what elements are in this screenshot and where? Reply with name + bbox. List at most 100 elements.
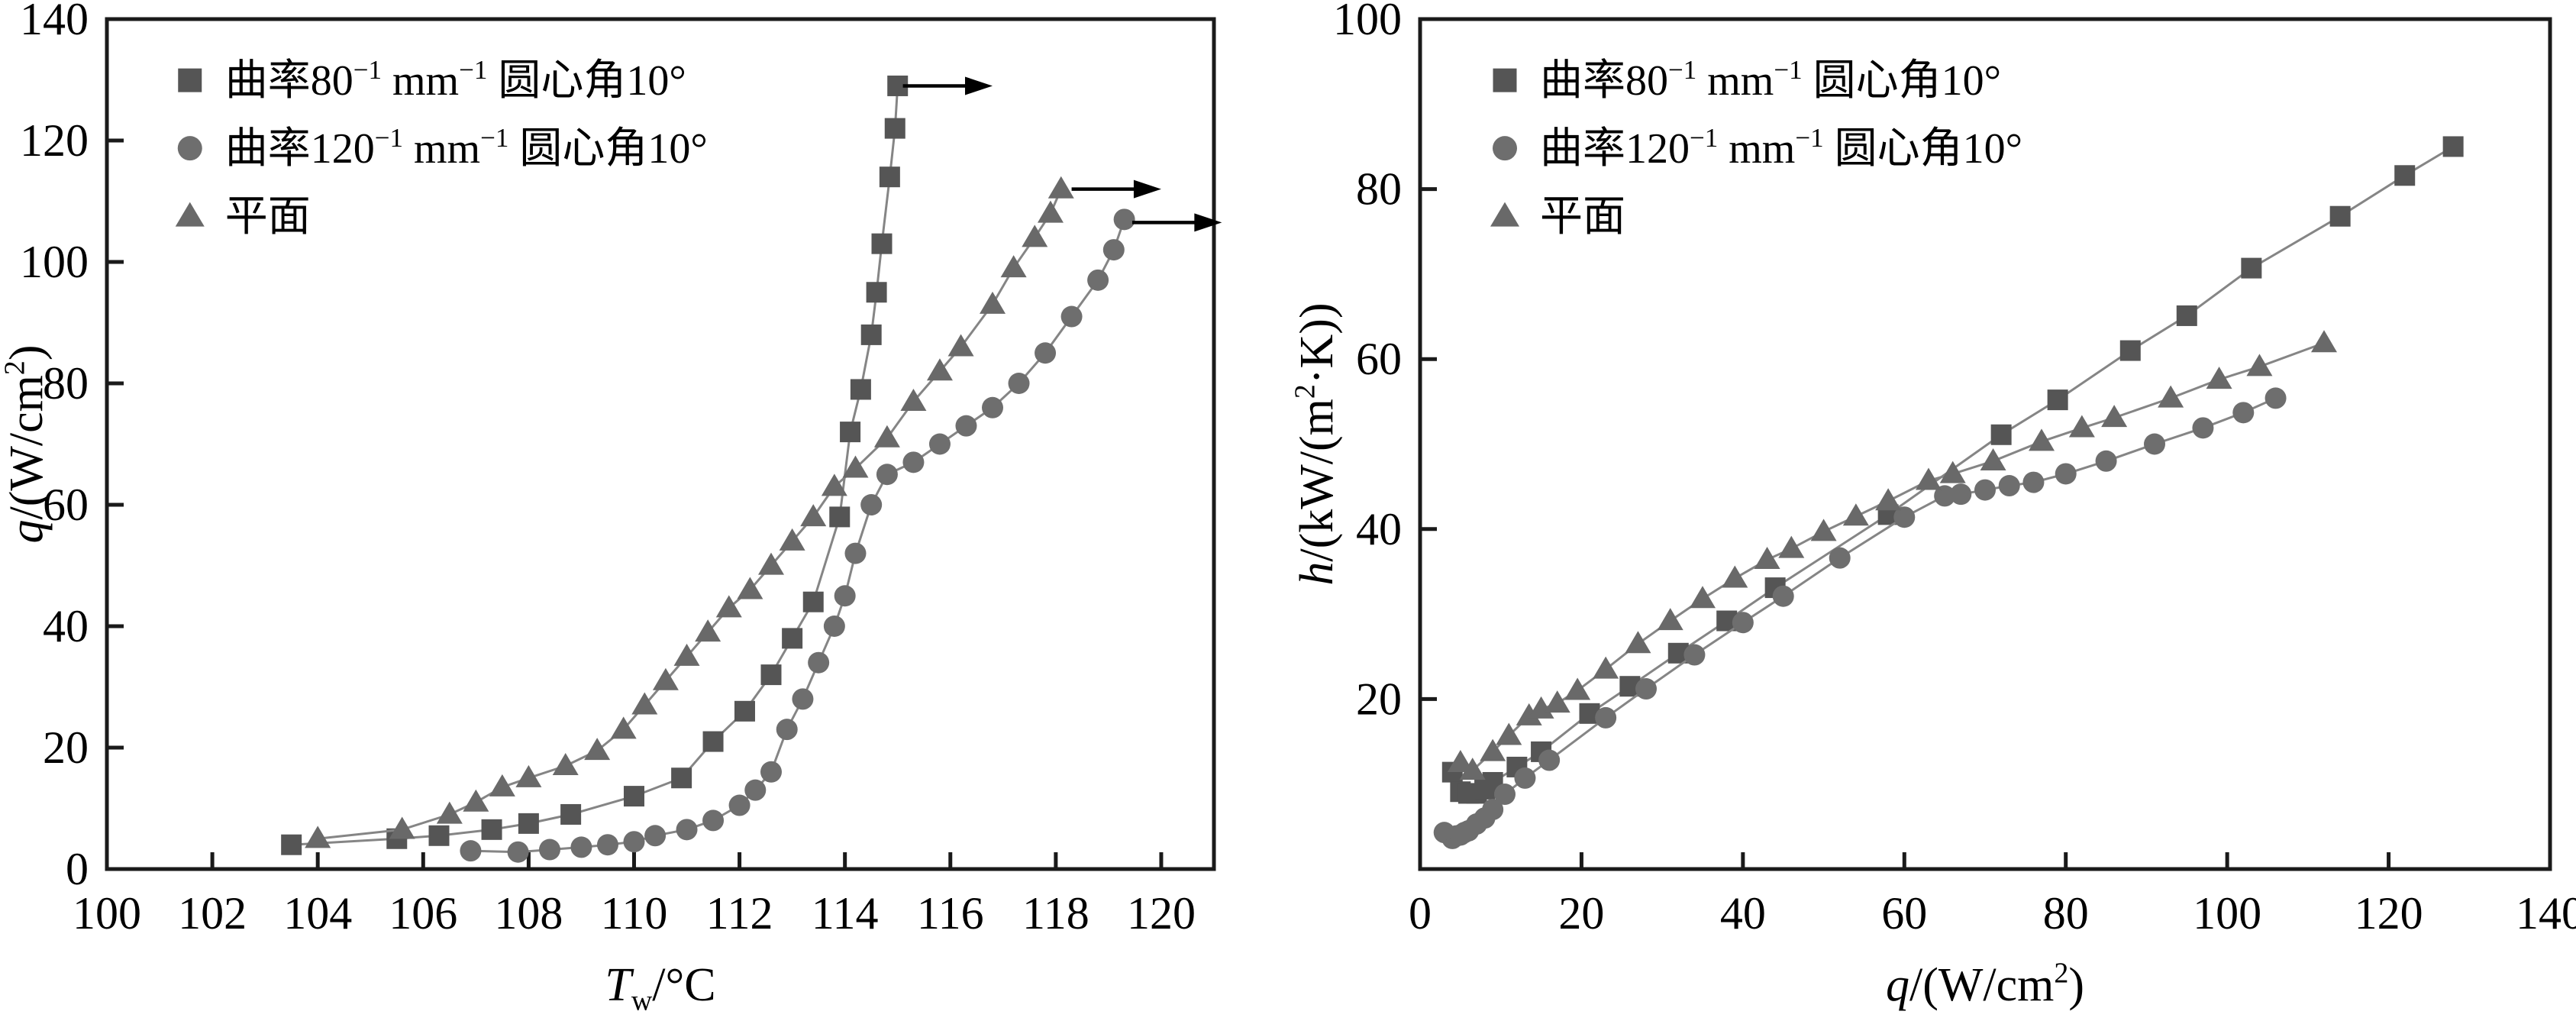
legend-square-icon xyxy=(178,68,202,92)
data-point-triangle xyxy=(552,753,579,776)
plot-frame xyxy=(105,17,1216,871)
y-tick-label: 80 xyxy=(1356,164,1402,215)
data-point-triangle xyxy=(515,764,542,787)
data-point-square xyxy=(734,700,755,722)
data-point-circle xyxy=(955,415,977,437)
y-tick-label: 120 xyxy=(20,115,89,166)
data-point-square xyxy=(2241,257,2262,279)
series-circle xyxy=(1433,387,2287,849)
data-point-triangle xyxy=(2068,415,2095,438)
y-tick-label: 20 xyxy=(43,722,89,773)
left-chart-canvas: 100 102 104 106 108 110 112 114 116 118 120 0 20 40 60… xyxy=(0,0,1222,1016)
legend-item: 曲率120−1 mm−1 圆心角10° xyxy=(177,123,708,173)
data-point-triangle xyxy=(631,692,658,715)
x-tick-label: 120 xyxy=(2355,888,2423,939)
data-point-triangle xyxy=(2311,330,2337,353)
y-tick-label: 40 xyxy=(43,601,89,651)
data-point-square xyxy=(702,731,724,752)
data-point-triangle xyxy=(1480,738,1506,761)
data-point-square xyxy=(760,664,782,686)
data-point-circle xyxy=(844,542,867,564)
data-point-circle xyxy=(1060,305,1083,328)
data-point-square xyxy=(884,118,905,139)
data-point-circle xyxy=(1035,342,1057,364)
legend-item: 平面 xyxy=(1490,193,1625,241)
x-tick-label: 114 xyxy=(812,888,879,939)
legend: 曲率80−1 mm−1 圆心角10° 曲率120−1 mm−1 圆心角10° 平面 xyxy=(175,55,708,241)
series-square xyxy=(281,75,909,855)
data-point-circle xyxy=(2264,387,2287,409)
data-point-circle xyxy=(702,809,725,832)
data-point-square xyxy=(481,819,502,840)
data-point-circle xyxy=(728,794,751,816)
x-tick-label: 120 xyxy=(1127,888,1196,939)
data-point-triangle xyxy=(1690,586,1716,609)
data-point-triangle xyxy=(1810,519,1837,541)
legend-label: 曲率80−1 mm−1 圆心角10° xyxy=(225,55,686,105)
y-axis-title: q/(W/cm2) xyxy=(0,344,53,543)
data-point-triangle xyxy=(695,619,721,642)
x-axis-title: Tw/°C xyxy=(605,959,715,1016)
data-point-circle xyxy=(744,779,767,801)
data-point-circle xyxy=(1950,483,1972,506)
y-tick-label: 100 xyxy=(1333,0,1402,44)
data-point-circle xyxy=(902,451,925,473)
x-tick-label: 108 xyxy=(494,888,563,939)
data-point-triangle xyxy=(305,826,331,848)
data-point-circle xyxy=(928,433,951,455)
y-axis-title: h/(kW/(m2·K)) xyxy=(1289,302,1343,585)
data-point-triangle xyxy=(1544,690,1570,713)
data-point-square xyxy=(850,379,871,400)
data-point-triangle xyxy=(737,577,763,599)
data-point-circle xyxy=(760,761,782,783)
data-point-square xyxy=(2047,389,2068,411)
data-point-circle xyxy=(2144,433,2165,455)
heat-transfer-coefficient-chart: 0 20 40 60 80 100 120 140 20 40 60 80 100 q/(W/cm2) h/… xyxy=(1288,0,2576,1034)
legend-label: 曲率120−1 mm−1 圆心角10° xyxy=(225,123,708,173)
data-point-triangle xyxy=(800,504,827,527)
data-point-circle xyxy=(1113,208,1135,231)
legend: 曲率80−1 mm−1 圆心角10° 曲率120−1 mm−1 圆心角10° 平面 xyxy=(1490,55,2022,241)
data-point-triangle xyxy=(1939,460,1966,483)
data-point-square xyxy=(2329,205,2351,227)
data-point-triangle xyxy=(2029,428,2055,451)
data-point-triangle xyxy=(1516,703,1542,725)
data-point-circle xyxy=(2232,402,2255,424)
arrow-annotation xyxy=(1131,213,1222,232)
data-point-circle xyxy=(1635,678,1657,700)
data-point-circle xyxy=(1538,749,1561,771)
series-triangle-line xyxy=(318,189,1063,840)
arrow-head-icon xyxy=(965,76,993,95)
data-point-square xyxy=(871,233,893,254)
data-point-circle xyxy=(1494,784,1516,806)
data-point-square xyxy=(428,825,450,846)
series-square-line xyxy=(291,86,899,846)
data-point-circle xyxy=(792,688,814,710)
x-tick-label: 104 xyxy=(283,888,352,939)
data-point-triangle xyxy=(821,473,847,496)
y-tick-label: 40 xyxy=(1356,504,1402,554)
data-point-circle xyxy=(539,839,560,861)
data-point-triangle xyxy=(610,716,637,739)
data-point-circle xyxy=(1829,547,1851,569)
data-point-circle xyxy=(834,585,856,607)
data-point-triangle xyxy=(652,667,679,690)
data-point-circle xyxy=(1482,799,1504,821)
data-point-triangle xyxy=(900,389,927,412)
y-tick-label: 0 xyxy=(66,844,89,894)
data-point-triangle xyxy=(873,425,900,448)
legend-triangle-icon xyxy=(175,202,205,227)
x-tick-label: 20 xyxy=(1558,888,1604,939)
data-point-triangle xyxy=(1459,758,1486,780)
x-axis: 100 102 104 106 108 110 112 114 116 118 120 xyxy=(73,852,1196,939)
y-axis: 20 40 60 80 100 xyxy=(1333,0,1437,724)
arrow-head-icon xyxy=(1194,213,1222,232)
data-point-triangle xyxy=(489,774,515,797)
data-point-circle xyxy=(2192,417,2214,439)
x-axis-title: q/(W/cm2) xyxy=(1886,957,2084,1011)
data-point-square xyxy=(2442,136,2464,157)
x-tick-label: 110 xyxy=(601,888,668,939)
data-point-square xyxy=(840,422,861,443)
data-point-circle xyxy=(823,616,845,637)
